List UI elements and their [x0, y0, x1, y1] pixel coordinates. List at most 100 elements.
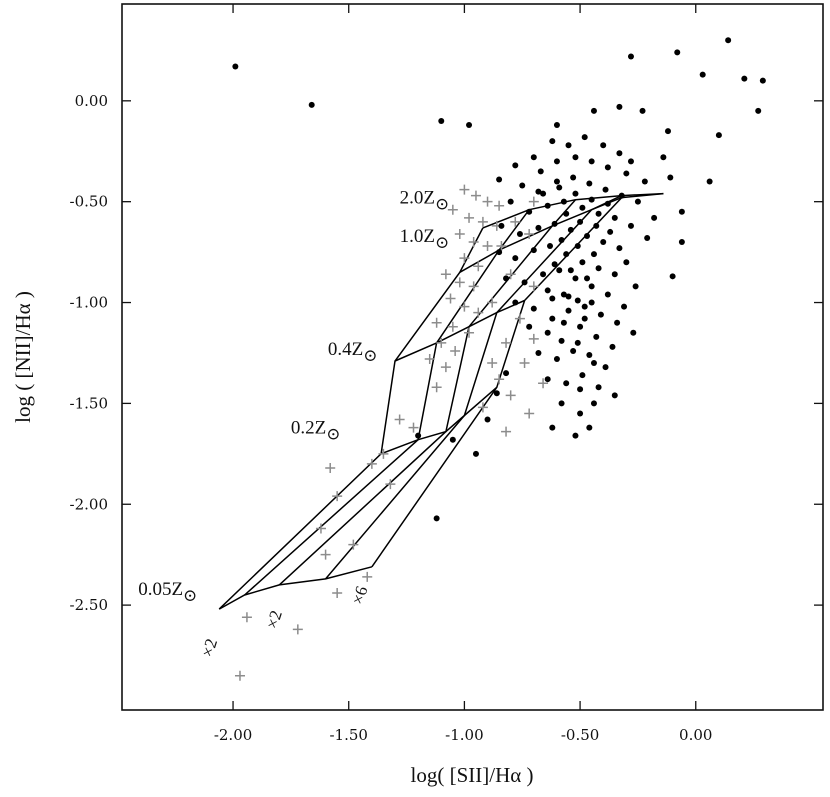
plus-point [482, 196, 493, 207]
data-point [574, 339, 581, 346]
plus-point [510, 216, 521, 227]
plus-series [234, 184, 549, 681]
solar-symbol: ⊙ [363, 346, 377, 365]
data-point [600, 142, 607, 149]
plus-point [464, 327, 475, 338]
data-point [563, 380, 570, 387]
plus-point [487, 297, 498, 308]
data-point [579, 259, 586, 266]
data-point [667, 174, 674, 181]
data-point [553, 122, 560, 129]
data-point [755, 107, 762, 114]
data-point [540, 190, 547, 197]
data-point [530, 247, 537, 254]
data-point [438, 117, 445, 124]
data-point [602, 186, 609, 193]
data-point [558, 237, 565, 244]
metallicity-label: 0.2Z⊙ [291, 418, 341, 444]
ionization-track [371, 192, 664, 568]
data-point [565, 142, 572, 149]
data-point [627, 158, 634, 165]
x-tick-label: -0.50 [561, 726, 599, 744]
plus-point [494, 200, 505, 211]
data-point [449, 436, 456, 443]
data-point [530, 305, 537, 312]
data-point [581, 134, 588, 141]
data-point [521, 279, 528, 286]
plus-point [385, 479, 396, 490]
solar-symbol: ⊙ [435, 233, 449, 252]
data-point [699, 71, 706, 78]
data-point [614, 319, 621, 326]
plus-point [501, 337, 512, 348]
axis-ticks: -2.00 -1.50 -1.00 -0.50 0.00 0.00 -0.50 -1.00 -1… [70, 4, 823, 744]
data-point [556, 184, 563, 191]
data-point [621, 303, 628, 310]
data-point [588, 196, 595, 203]
data-point [584, 275, 591, 282]
dot-series [232, 37, 766, 522]
y-tick-label: -2.00 [70, 495, 108, 513]
solar-symbol: ⊙ [326, 425, 340, 444]
plus-point [505, 390, 516, 401]
data-point [616, 150, 623, 157]
plus-point [459, 301, 470, 312]
plus-point [505, 269, 516, 280]
data-point [595, 265, 602, 272]
data-point [415, 432, 422, 439]
data-point [498, 222, 505, 229]
plus-point [431, 382, 442, 393]
data-point [549, 295, 556, 302]
data-point [590, 360, 597, 367]
data-point [556, 267, 563, 274]
data-point [597, 311, 604, 318]
plus-point [468, 281, 479, 292]
data-point [544, 202, 551, 209]
x-tick-label: 0.00 [679, 726, 712, 744]
metallicity-label: 0.4Z⊙ [328, 339, 378, 365]
plus-point [528, 333, 539, 344]
plus-point [468, 237, 479, 248]
plus-point [487, 358, 498, 369]
data-point [611, 392, 618, 399]
data-point [547, 243, 554, 250]
data-point [466, 122, 473, 129]
data-point [560, 291, 567, 298]
plus-point [538, 378, 549, 389]
data-point [632, 283, 639, 290]
data-point [584, 232, 591, 239]
data-point [572, 275, 579, 282]
data-point [516, 230, 523, 237]
data-point [540, 271, 547, 278]
metallicity-label-text: 1.0Z [400, 226, 435, 247]
metallicity-label-text: 0.2Z [291, 418, 326, 439]
data-point [572, 154, 579, 161]
x-tick-label: -1.00 [445, 726, 483, 744]
data-point [627, 53, 634, 60]
plot-frame [121, 3, 824, 711]
plus-point [440, 269, 451, 280]
data-point [607, 228, 614, 235]
data-point [572, 432, 579, 439]
plus-point [315, 523, 326, 534]
data-point [512, 255, 519, 262]
data-point [586, 180, 593, 187]
data-point [604, 291, 611, 298]
plus-point [470, 190, 481, 201]
data-point [590, 107, 597, 114]
data-point [484, 416, 491, 423]
data-point [623, 259, 630, 266]
data-point [549, 315, 556, 322]
ionization-label: ×2 [197, 636, 221, 659]
plus-point [494, 374, 505, 385]
data-point [558, 337, 565, 344]
plus-point [332, 588, 343, 599]
plus-point [473, 307, 484, 318]
plus-point [445, 293, 456, 304]
plus-point [514, 313, 525, 324]
data-point [577, 218, 584, 225]
data-point [519, 182, 526, 189]
plus-point [348, 539, 359, 550]
plus-point [424, 354, 435, 365]
